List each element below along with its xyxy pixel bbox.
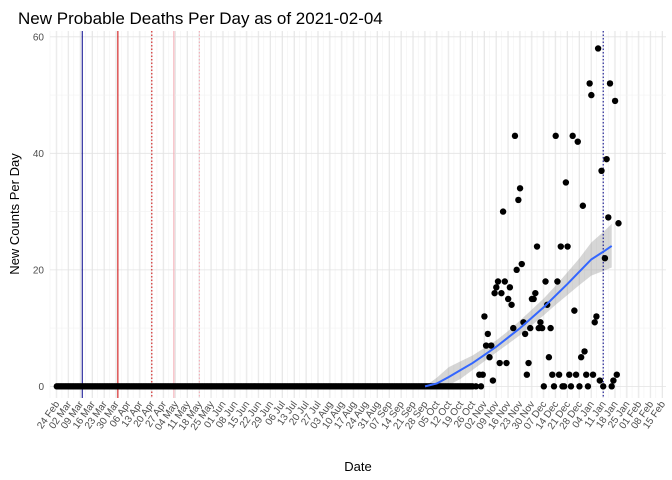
data-point <box>600 383 607 390</box>
confidence-band <box>425 223 612 389</box>
data-point <box>484 330 492 338</box>
data-point <box>482 342 490 349</box>
data-point <box>537 319 544 326</box>
data-point <box>525 359 532 367</box>
data-point <box>491 289 498 297</box>
data-point <box>477 383 485 390</box>
y-tick-label: 20 <box>33 265 45 276</box>
data-point <box>608 383 615 390</box>
data-points <box>53 45 622 390</box>
confidence-band-area <box>425 223 612 389</box>
data-point <box>601 254 609 262</box>
data-point <box>596 377 604 384</box>
y-tick-label: 0 <box>38 382 44 393</box>
data-point <box>547 324 554 332</box>
data-point <box>494 278 502 285</box>
data-point <box>498 289 505 297</box>
data-point <box>533 243 541 250</box>
data-point <box>506 284 514 291</box>
data-point <box>521 330 529 338</box>
data-point <box>550 383 558 390</box>
data-point <box>516 185 524 192</box>
reference-lines <box>81 31 604 398</box>
data-point <box>555 371 563 378</box>
trend-line <box>424 245 613 388</box>
data-point <box>574 138 581 145</box>
data-point <box>518 260 525 268</box>
data-point <box>594 45 602 52</box>
data-point <box>576 383 583 390</box>
data-point <box>510 324 517 332</box>
data-point <box>552 132 559 140</box>
y-axis-ticks: 0 20 40 60 <box>33 32 45 393</box>
data-point <box>503 359 510 367</box>
trend-line-path <box>424 245 613 388</box>
data-point <box>486 354 493 361</box>
data-point <box>538 324 546 332</box>
data-point <box>605 214 612 221</box>
data-point <box>562 179 570 186</box>
data-point <box>586 80 593 87</box>
y-axis-title: New Counts Per Day <box>7 153 22 275</box>
data-point <box>523 371 531 378</box>
x-axis-title: Date <box>344 459 371 474</box>
y-tick-label: 60 <box>33 32 45 43</box>
data-point <box>567 383 575 390</box>
data-point <box>515 196 522 204</box>
data-point <box>472 383 480 390</box>
data-point <box>613 371 620 378</box>
chart-title: New Probable Deaths Per Day as of 2021-0… <box>18 9 383 28</box>
data-point <box>542 278 549 285</box>
data-point <box>572 371 580 378</box>
data-point <box>499 208 507 215</box>
data-point <box>611 97 619 105</box>
data-point <box>511 132 519 140</box>
data-point <box>606 80 614 87</box>
data-point <box>591 319 598 326</box>
data-point <box>545 354 553 361</box>
data-point <box>557 243 564 250</box>
data-point <box>513 266 520 274</box>
data-point <box>554 278 561 285</box>
data-point <box>549 371 556 378</box>
data-point <box>610 377 617 384</box>
data-point <box>588 91 595 99</box>
data-point <box>493 284 500 291</box>
data-point <box>603 155 610 163</box>
data-point <box>489 377 497 384</box>
data-point <box>527 324 534 332</box>
data-point <box>496 359 503 367</box>
data-point <box>560 383 568 390</box>
data-point <box>598 167 605 175</box>
data-point <box>566 371 573 378</box>
data-point <box>583 371 590 378</box>
data-point <box>589 371 597 378</box>
data-point <box>532 289 539 297</box>
data-point <box>569 132 576 140</box>
data-point <box>488 342 495 349</box>
data-point <box>540 383 548 390</box>
y-tick-label: 40 <box>33 149 45 160</box>
data-point <box>577 354 585 361</box>
data-point <box>579 202 587 209</box>
data-point <box>479 371 486 378</box>
data-point <box>504 295 512 303</box>
data-point <box>508 301 515 308</box>
data-point <box>615 220 622 227</box>
data-point <box>481 313 488 320</box>
data-point <box>564 243 571 250</box>
data-point <box>571 307 578 314</box>
grid <box>49 31 666 398</box>
data-point <box>501 278 508 285</box>
data-point <box>593 313 600 320</box>
data-point <box>530 295 537 303</box>
data-point <box>581 348 588 355</box>
data-point <box>584 383 592 390</box>
